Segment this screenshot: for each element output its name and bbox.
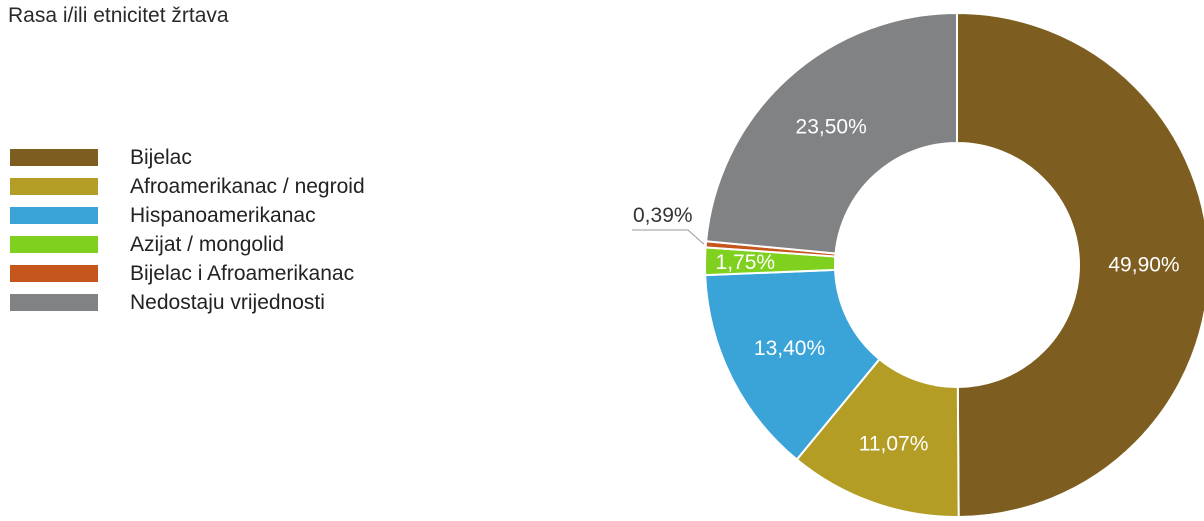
legend-item-azijat: Azijat / mongolid [10, 230, 365, 259]
legend-label: Nedostaju vrijednosti [130, 290, 325, 314]
slice-value-label: 13,40% [754, 337, 825, 360]
legend-item-afroamerikanac: Afroamerikanac / negroid [10, 172, 365, 201]
leader-line [632, 229, 705, 245]
legend-swatch [10, 178, 98, 195]
legend-swatch [10, 149, 98, 166]
legend-item-bijelac-afroamerikanac: Bijelac i Afroamerikanac [10, 259, 365, 288]
legend: Bijelac Afroamerikanac / negroid Hispano… [10, 143, 365, 317]
legend-label: Bijelac [130, 145, 192, 169]
slice-value-label: 49,90% [1108, 253, 1179, 276]
legend-item-hispanoamerikanac: Hispanoamerikanac [10, 201, 365, 230]
legend-swatch [10, 236, 98, 253]
slice-value-label: 0,39% [633, 204, 693, 227]
legend-label: Azijat / mongolid [130, 232, 285, 256]
legend-swatch [10, 207, 98, 224]
legend-label: Hispanoamerikanac [130, 203, 316, 227]
legend-label: Bijelac i Afroamerikanac [130, 261, 355, 285]
chart-title: Rasa i/ili etnicitet žrtava [8, 4, 229, 27]
legend-item-nedostaju: Nedostaju vrijednosti [10, 288, 365, 317]
legend-swatch [10, 265, 98, 282]
donut-slice [956, 11, 1204, 519]
slice-value-label: 11,07% [859, 433, 929, 456]
slice-value-label: 23,50% [796, 116, 867, 139]
donut-slice [705, 11, 958, 255]
legend-swatch [10, 294, 98, 311]
slice-value-label: 1,75% [716, 251, 776, 274]
legend-label: Afroamerikanac / negroid [130, 174, 365, 198]
donut-slice [704, 268, 881, 461]
legend-item-bijelac: Bijelac [10, 143, 365, 172]
